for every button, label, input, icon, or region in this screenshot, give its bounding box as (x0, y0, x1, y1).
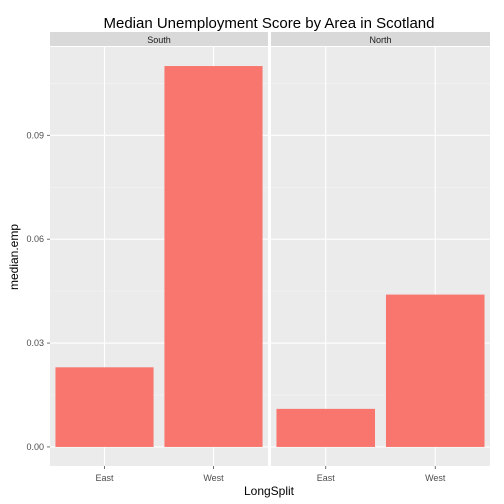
y-tick-label: 0.03 (26, 338, 44, 348)
x-tick-label: East (317, 473, 336, 483)
y-tick-label: 0.00 (26, 442, 44, 452)
bar-north-west (385, 294, 485, 447)
strip-label-south: South (147, 35, 171, 45)
y-tick-label: 0.09 (26, 130, 44, 140)
bar-north-east (276, 408, 376, 447)
strip-north (271, 32, 490, 46)
x-tick-label: West (203, 473, 224, 483)
panel-south (50, 47, 268, 466)
x-axis: East West East West (95, 466, 446, 483)
x-axis-title: LongSplit (244, 484, 295, 498)
bar-south-east (55, 367, 154, 447)
y-axis: 0.00 0.03 0.06 0.09 (26, 130, 50, 452)
strip-south (50, 32, 268, 46)
y-tick-label: 0.06 (26, 234, 44, 244)
panel-north (271, 47, 490, 466)
x-tick-label: East (95, 473, 114, 483)
x-tick-label: West (425, 473, 446, 483)
bar-south-west (164, 66, 263, 447)
strip-label-north: North (369, 35, 391, 45)
y-axis-title: median.emp (7, 224, 21, 290)
chart-title: Median Unemployment Score by Area in Sco… (103, 15, 434, 32)
